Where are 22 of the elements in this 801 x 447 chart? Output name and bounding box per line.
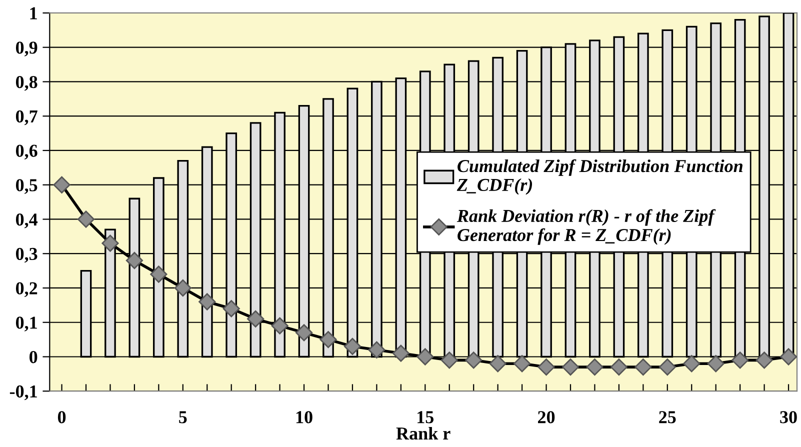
x-tick-label: 25	[659, 411, 676, 424]
y-tick-label: 0,5	[16, 179, 38, 194]
legend-label: Cumulated Zipf Distribution Function Z_CDF(r)	[456, 159, 743, 195]
x-tick-label: 5	[179, 411, 187, 424]
x-tick-label: 15	[418, 411, 434, 424]
y-tick-label: 0,2	[16, 282, 38, 298]
y-tick-label: 0,6	[16, 144, 38, 160]
y-tick-label: 0,3	[16, 248, 38, 263]
x-tick-label: 20	[538, 411, 555, 424]
y-tick-label: 0,8	[16, 76, 38, 91]
y-tick-label: 0,1	[16, 316, 37, 332]
x-tick-label: 0	[58, 411, 66, 424]
x-tick-label: 10	[296, 411, 312, 424]
y-tick-label: 0,9	[16, 42, 38, 56]
x-tick-label: 30	[780, 411, 797, 424]
y-tick-label: -0,1	[10, 385, 37, 400]
y-tick-label: 0,4	[16, 213, 38, 228]
y-tick-label: 0	[30, 351, 38, 364]
y-tick-label: 0,7	[16, 110, 38, 126]
x-axis-title: Rank r	[396, 426, 450, 440]
legend-label: Rank Deviation r(R) - r of the Zipf Generator for R = Z_CDF(r)	[456, 209, 716, 245]
y-tick-label: 1	[30, 7, 37, 20]
